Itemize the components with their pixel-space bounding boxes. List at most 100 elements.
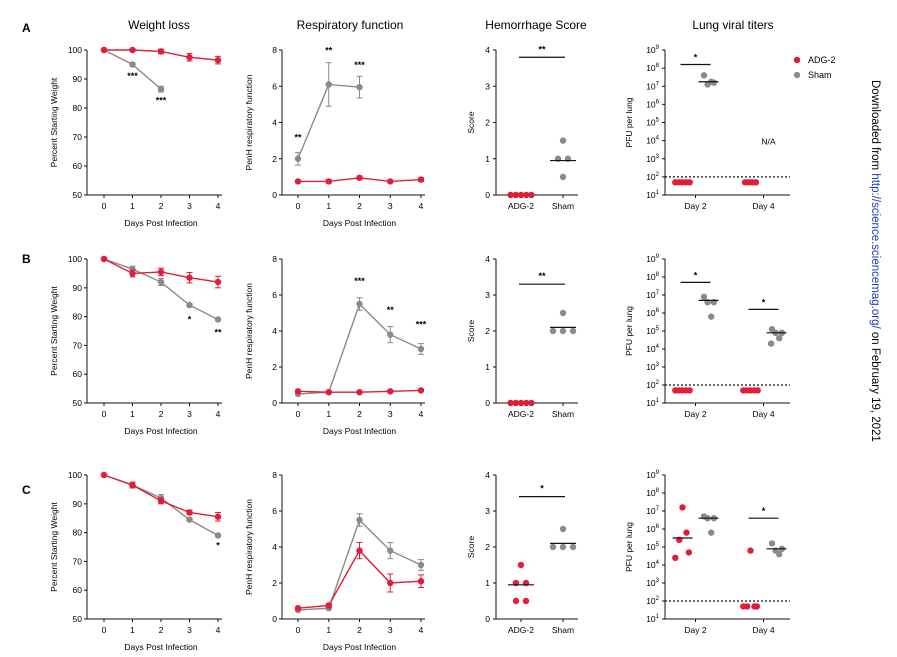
x-tick-label: 0	[102, 201, 107, 211]
x-tick-label: 2	[159, 625, 164, 635]
y-tick-label: 1	[485, 578, 490, 588]
download-link[interactable]: http://science.sciencemag.org/	[869, 173, 881, 329]
y-axis-label: Percent Starting Weight	[49, 77, 59, 167]
series-sham	[294, 62, 363, 166]
y-tick-label: 50	[73, 614, 83, 624]
significance-label: *	[188, 314, 192, 324]
data-point	[294, 178, 302, 185]
adg2-point	[523, 399, 530, 407]
adg2-point	[679, 504, 686, 511]
data-point	[387, 388, 394, 395]
sham-point	[559, 173, 567, 181]
data-point	[157, 85, 165, 93]
sham-point	[767, 340, 775, 347]
y-tick-label: 108	[646, 63, 659, 73]
y-tick-exponent: 9	[656, 254, 660, 260]
y-tick-label: 6	[272, 506, 277, 516]
series-adg2	[100, 471, 222, 522]
series-line	[297, 518, 422, 611]
y-tick-label: 70	[73, 556, 83, 566]
y-tick-exponent: 9	[656, 45, 660, 51]
data-point	[129, 61, 136, 68]
data-point	[356, 300, 363, 308]
chart-C-resp: 0 2 4 6 8 0 1 2 3 4 Days Post Infection PenH respir…	[244, 470, 425, 652]
x-tick-label: Sham	[552, 409, 574, 419]
chart-C-hem: 0 1 2 3 4 ADG-2 Sham Score *	[466, 470, 578, 635]
chart-B-hem: 0 1 2 3 4 ADG-2 Sham Score **	[466, 254, 578, 419]
significance-label: **	[325, 46, 333, 56]
series-adg2	[100, 46, 222, 65]
y-tick-label: 6	[272, 81, 277, 91]
x-tick-label: Day 2	[684, 409, 706, 419]
y-tick-exponent: 6	[656, 308, 660, 314]
series-adg2	[100, 255, 222, 289]
x-tick-label: 4	[419, 409, 424, 419]
adg2-point	[512, 597, 520, 605]
data-point	[186, 274, 193, 281]
data-point	[214, 532, 222, 539]
y-tick-label: 70	[73, 132, 83, 142]
sham-point	[549, 327, 557, 335]
adg2-point	[672, 554, 679, 561]
x-tick-label: 4	[216, 409, 221, 419]
x-tick-label: 3	[187, 201, 192, 211]
adg2-point	[686, 179, 693, 186]
chart-B-titer: 101 102 103 104 105 106 107 108 109 Day 2 Day 4 PFU…	[624, 254, 790, 419]
y-tick-label: 80	[73, 103, 83, 113]
x-tick-label: Sham	[552, 201, 574, 211]
x-tick-label: 0	[102, 409, 107, 419]
x-tick-label: 2	[159, 409, 164, 419]
y-axis-label: Score	[466, 111, 476, 133]
adg2-point	[685, 549, 693, 556]
significance-label: **	[538, 271, 546, 281]
significance-label: *	[694, 53, 698, 63]
data-point	[356, 516, 363, 524]
y-tick-label: 102	[646, 172, 659, 182]
significance-label: ***	[127, 71, 138, 81]
x-tick-label: 4	[419, 201, 424, 211]
legend-label-sham: Sham	[808, 70, 832, 80]
y-tick-exponent: 5	[656, 542, 660, 548]
data-point	[356, 547, 363, 554]
x-tick-label: 2	[357, 201, 362, 211]
x-tick-label: 4	[216, 201, 221, 211]
x-tick-label: Day 4	[752, 201, 774, 211]
y-tick-exponent: 5	[656, 118, 660, 124]
y-tick-exponent: 6	[656, 99, 660, 105]
y-axis-label: Percent Starting Weight	[49, 286, 59, 376]
y-tick-label: 108	[646, 272, 659, 282]
chart-A-weight: 50 60 70 80 90 100 0 1 2 3 4 Days Post Infection Per…	[49, 45, 222, 228]
legend-marker-adg2	[793, 56, 801, 64]
x-tick-label: 0	[296, 201, 301, 211]
data-point	[294, 605, 302, 612]
data-point	[356, 83, 363, 91]
x-tick-label: 3	[388, 201, 393, 211]
y-tick-label: 4	[485, 470, 490, 480]
series-adg2	[294, 174, 425, 185]
series-line	[297, 302, 422, 395]
adg2-point	[683, 529, 690, 536]
y-tick-label: 6	[272, 290, 277, 300]
data-point	[417, 578, 425, 585]
y-tick-label: 108	[646, 488, 659, 498]
y-tick-label: 0	[272, 398, 277, 408]
y-tick-label: 100	[68, 45, 82, 55]
series-adg2	[294, 542, 425, 612]
sham-point	[549, 543, 557, 551]
adg2-point	[686, 387, 693, 394]
data-point	[356, 389, 363, 396]
data-point	[186, 509, 193, 516]
y-tick-label: 4	[272, 326, 277, 336]
data-point	[387, 178, 394, 185]
data-point	[129, 481, 136, 489]
adg2-point	[753, 603, 761, 610]
y-tick-label: 107	[646, 506, 659, 516]
x-tick-label: ADG-2	[508, 201, 534, 211]
chart-C-weight: 50 60 70 80 90 100 0 1 2 3 4 Days Post Infection Per…	[49, 470, 222, 652]
y-tick-label: 2	[485, 542, 490, 552]
data-point	[129, 270, 136, 277]
y-tick-label: 104	[646, 560, 659, 570]
sham-point	[559, 327, 567, 335]
y-tick-label: 109	[646, 254, 659, 264]
